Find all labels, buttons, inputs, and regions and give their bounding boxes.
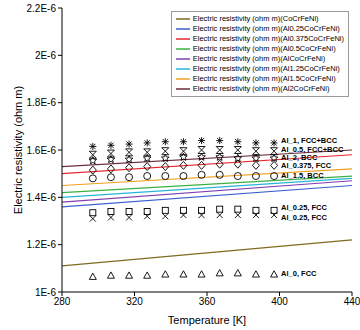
html-text:Electric resistivity (ohm m)(A: Electric resistivity (ohm m)(AlCoCrFeNi) bbox=[192, 54, 326, 63]
svg-text:Al_2, BCC: Al_2, BCC bbox=[281, 153, 318, 163]
svg-text:Al_1.5, BCC: Al_1.5, BCC bbox=[281, 171, 324, 180]
svg-text:Al_0.5, FCC+BCC: Al_0.5, FCC+BCC bbox=[281, 145, 344, 155]
svg-text:Al_1, FCC+BCC: Al_1, FCC+BCC bbox=[281, 136, 338, 145]
html-text:Electric resistivity (ohm m)(A: Electric resistivity (ohm m)(Al0.25CoCrF… bbox=[192, 24, 340, 33]
html-text:Electric resistivity (ohm m)(C: Electric resistivity (ohm m)(CoCrFeNi) bbox=[192, 14, 319, 23]
svg-text:1.4E-6: 1.4E-6 bbox=[27, 192, 57, 203]
svg-text:440: 440 bbox=[344, 296, 352, 307]
svg-text:1.6E-6: 1.6E-6 bbox=[27, 145, 57, 156]
svg-text:Al_0.25, FCC: Al_0.25, FCC bbox=[281, 203, 327, 212]
html-text:Electric resistivity (ohm m)(A: Electric resistivity (ohm m)(Al1.25CoCrF… bbox=[192, 64, 340, 73]
svg-text:1.8E-6: 1.8E-6 bbox=[27, 97, 57, 108]
svg-text:320: 320 bbox=[126, 296, 143, 307]
svg-text:Temperature [K]: Temperature [K] bbox=[168, 314, 246, 326]
svg-text:1E-6: 1E-6 bbox=[35, 287, 57, 298]
svg-text:360: 360 bbox=[199, 296, 216, 307]
html-text:Electric resistivity (ohm m)(A: Electric resistivity (ohm m)(Al2CoCrFeNi… bbox=[192, 84, 330, 93]
svg-text:Al_0.375, FCC: Al_0.375, FCC bbox=[281, 161, 332, 170]
svg-text:2E-6: 2E-6 bbox=[35, 50, 57, 61]
svg-text:2.2E-6: 2.2E-6 bbox=[27, 3, 57, 14]
html-text:Electric resistivity (ohm m)(A: Electric resistivity (ohm m)(Al1.5CoCrFe… bbox=[192, 74, 336, 83]
svg-text:280: 280 bbox=[54, 296, 71, 307]
html-text:Electric resistivity (ohm m)(A: Electric resistivity (ohm m)(Al0.5CoCrFe… bbox=[192, 44, 336, 53]
svg-text:Al_0, FCC: Al_0, FCC bbox=[281, 269, 317, 278]
svg-text:400: 400 bbox=[271, 296, 288, 307]
svg-text:1.2E-6: 1.2E-6 bbox=[27, 239, 57, 250]
html-text:Electric resistivity (ohm m)(A: Electric resistivity (ohm m)(Al0.375CoCr… bbox=[192, 34, 344, 43]
svg-text:Al_0.25, FCC: Al_0.25, FCC bbox=[281, 213, 327, 222]
svg-text:Electric resistivity (ohm m): Electric resistivity (ohm m) bbox=[12, 86, 24, 214]
